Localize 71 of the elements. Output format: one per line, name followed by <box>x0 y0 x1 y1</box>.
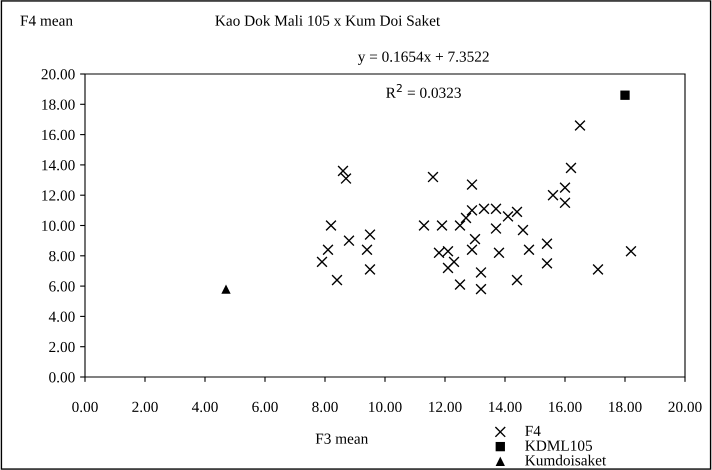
point <box>559 197 571 208</box>
point <box>325 220 337 232</box>
x-tick-label: 20.00 <box>668 402 702 412</box>
point <box>475 266 487 278</box>
point <box>418 220 430 232</box>
point <box>565 162 577 174</box>
x-tick-label: 8.00 <box>312 402 338 412</box>
point <box>559 182 571 194</box>
y-tick-label: 0.00 <box>49 372 75 383</box>
point <box>466 244 478 256</box>
point <box>574 120 586 132</box>
point <box>343 235 355 246</box>
point <box>490 222 502 234</box>
point <box>340 172 352 184</box>
y-tick-label: 18.00 <box>42 99 75 110</box>
point <box>454 278 466 290</box>
y-tick-label: 6.00 <box>49 281 75 292</box>
point <box>466 178 478 190</box>
x-tick-label: 6.00 <box>252 402 278 412</box>
annotation: R$^{2}$ = 0.0323 <box>386 84 461 98</box>
y-tick-label: 4.00 <box>48 312 75 322</box>
x-tick-label: 18.00 <box>609 402 642 412</box>
point <box>427 171 439 183</box>
x-axis-title: F3 mean <box>316 434 368 444</box>
x-tick-label: 2.00 <box>132 402 158 412</box>
y-tick-label: 8.00 <box>49 250 75 262</box>
point <box>322 244 334 256</box>
y-axis-title: F4 mean <box>20 16 73 26</box>
point <box>523 244 535 256</box>
y-tick-label: 12.00 <box>42 190 75 201</box>
point <box>361 244 373 256</box>
legend-label: Kumdoisaket <box>525 454 606 466</box>
x-tick-label: 16.00 <box>549 402 582 412</box>
point <box>221 284 231 294</box>
point <box>547 190 559 201</box>
point <box>541 238 553 250</box>
point <box>331 274 343 286</box>
x-tick-label: 10.00 <box>369 402 402 412</box>
point <box>460 212 472 224</box>
point <box>625 246 637 257</box>
point <box>502 210 514 222</box>
point <box>337 165 349 177</box>
y-tick-label: 10.00 <box>42 220 75 232</box>
legend-label: F4 <box>525 426 541 436</box>
point <box>592 264 604 276</box>
point <box>493 247 505 258</box>
point <box>454 220 466 232</box>
y-tick-label: 16.00 <box>42 130 75 140</box>
point <box>316 256 328 268</box>
point <box>442 262 454 274</box>
point <box>541 258 553 269</box>
point <box>620 90 630 100</box>
point <box>448 256 460 268</box>
point <box>364 228 376 240</box>
text: y = 0.1654x + 7.3522 <box>358 51 489 65</box>
point <box>364 264 376 276</box>
point <box>511 274 523 286</box>
legend-label: KDML105 <box>525 440 592 451</box>
x-tick-label: 12.00 <box>429 402 462 412</box>
point <box>517 224 529 236</box>
point <box>469 234 481 245</box>
point <box>511 206 523 218</box>
y-tick-label: 14.00 <box>42 160 75 170</box>
y-tick-label: 2.00 <box>49 342 75 352</box>
point <box>436 220 448 232</box>
x-tick-label: 4.00 <box>192 402 218 412</box>
x-tick-label: 0.00 <box>72 402 98 412</box>
chart-title: Kao Dok Mali 105 x Kum Doi Saket <box>215 15 440 26</box>
point <box>475 284 487 295</box>
x-tick-label: 14.00 <box>489 402 522 412</box>
y-tick-label: 20.00 <box>42 69 75 80</box>
